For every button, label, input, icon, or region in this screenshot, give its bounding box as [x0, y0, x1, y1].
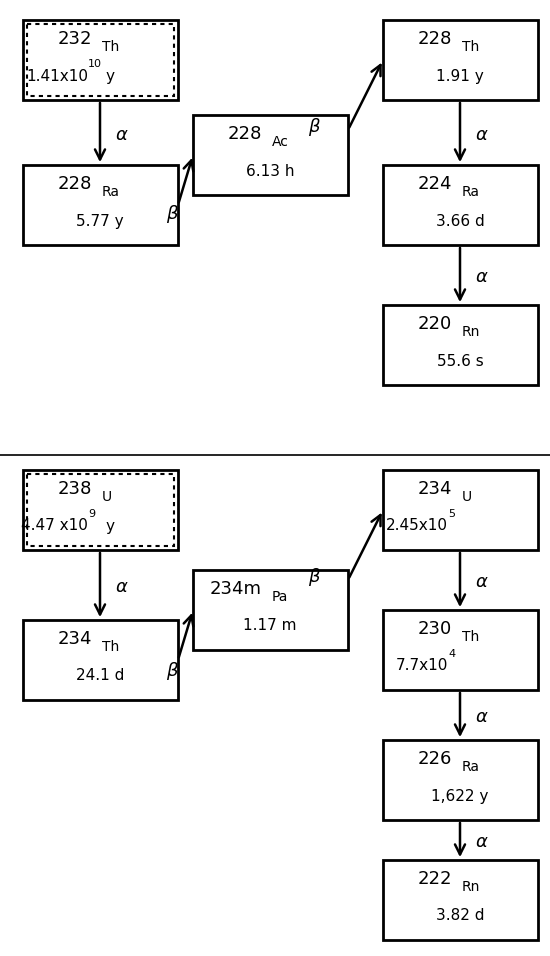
Text: Rn: Rn: [462, 325, 480, 339]
Bar: [382, 165, 537, 245]
Text: 5: 5: [448, 509, 455, 519]
Bar: [382, 860, 537, 940]
Text: Ra: Ra: [462, 760, 480, 774]
Text: 7.7x10: 7.7x10: [395, 659, 448, 673]
Bar: [23, 470, 178, 550]
Text: y: y: [106, 69, 115, 83]
Bar: [382, 20, 537, 100]
Text: β: β: [309, 118, 320, 136]
Text: U: U: [462, 490, 472, 504]
Text: 3.82 d: 3.82 d: [436, 908, 484, 923]
Text: Th: Th: [102, 640, 119, 654]
Text: 222: 222: [417, 870, 452, 888]
Text: Rn: Rn: [462, 880, 480, 894]
Bar: [382, 740, 537, 820]
Text: α: α: [115, 126, 127, 144]
Text: y: y: [106, 518, 115, 533]
Text: α: α: [475, 573, 487, 591]
Bar: [382, 610, 537, 690]
Text: 234m: 234m: [210, 580, 262, 598]
Text: 1.91 y: 1.91 y: [436, 69, 484, 83]
Bar: [26, 474, 173, 546]
Text: 1,622 y: 1,622 y: [431, 789, 489, 803]
Text: 10: 10: [88, 59, 102, 69]
Text: Ac: Ac: [272, 135, 289, 149]
Text: α: α: [115, 578, 127, 596]
Text: 9: 9: [88, 509, 95, 519]
Text: Th: Th: [462, 40, 479, 54]
Text: U: U: [102, 490, 112, 504]
Bar: [192, 570, 348, 650]
Text: 4.47 x10: 4.47 x10: [21, 518, 88, 533]
Text: 234: 234: [417, 480, 452, 498]
Text: 234: 234: [58, 630, 92, 648]
Text: 4: 4: [448, 649, 455, 659]
Text: 228: 228: [417, 30, 452, 48]
Bar: [23, 620, 178, 700]
Text: 226: 226: [417, 750, 452, 768]
Bar: [382, 470, 537, 550]
Text: 224: 224: [417, 175, 452, 193]
Text: Th: Th: [102, 40, 119, 54]
Text: 228: 228: [228, 125, 262, 143]
Text: 230: 230: [418, 620, 452, 638]
Bar: [26, 24, 173, 96]
Text: α: α: [475, 833, 487, 851]
Text: 220: 220: [418, 315, 452, 333]
Text: Ra: Ra: [102, 185, 120, 199]
Bar: [382, 305, 537, 385]
Text: 24.1 d: 24.1 d: [76, 668, 124, 684]
Text: 3.66 d: 3.66 d: [436, 213, 485, 228]
Text: Th: Th: [462, 630, 479, 644]
Text: 238: 238: [58, 480, 92, 498]
Text: 5.77 y: 5.77 y: [76, 213, 124, 228]
Text: 232: 232: [58, 30, 92, 48]
Text: 6.13 h: 6.13 h: [246, 163, 294, 179]
Text: α: α: [475, 268, 487, 286]
Text: 2.45x10: 2.45x10: [386, 518, 448, 533]
Text: β: β: [167, 205, 178, 223]
Text: 1.17 m: 1.17 m: [243, 619, 297, 634]
Text: α: α: [475, 126, 487, 144]
Text: β: β: [309, 568, 320, 586]
Text: β: β: [167, 662, 178, 680]
Text: 1.41x10: 1.41x10: [26, 69, 88, 83]
Text: 228: 228: [58, 175, 92, 193]
Text: Pa: Pa: [272, 590, 288, 604]
Text: α: α: [475, 708, 487, 726]
Text: 55.6 s: 55.6 s: [437, 354, 483, 368]
Bar: [23, 20, 178, 100]
Text: Ra: Ra: [462, 185, 480, 199]
Bar: [23, 165, 178, 245]
Bar: [192, 115, 348, 195]
